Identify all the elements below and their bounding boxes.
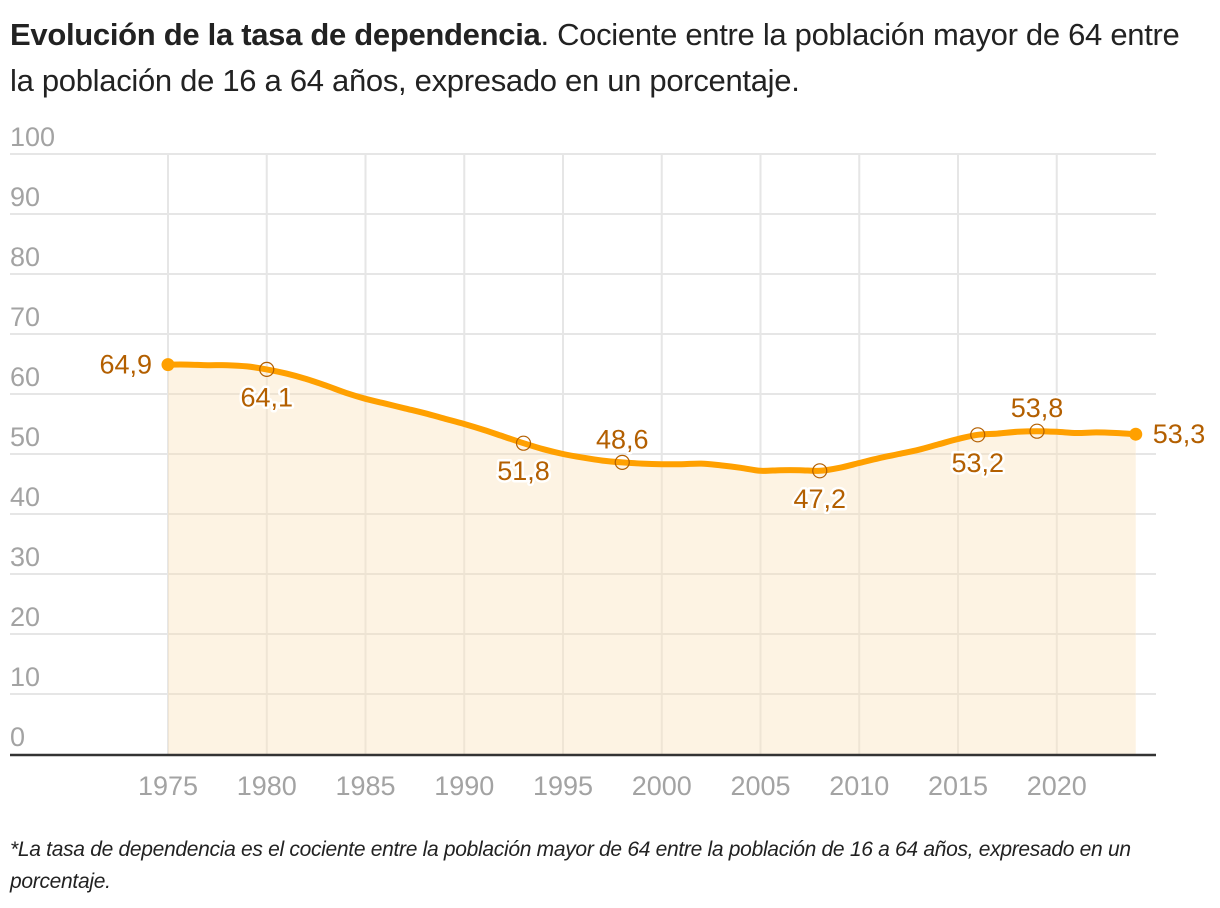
x-axis-ticks: 1975 1980 1985 1990 1995 2000 2005 2010 2015 2020 xyxy=(138,771,1087,801)
x-tick-label: 2010 xyxy=(829,771,889,801)
data-markers xyxy=(161,358,1143,479)
data-label: 53,2 xyxy=(951,448,1004,478)
y-tick-label: 100 xyxy=(10,122,55,152)
y-tick-label: 80 xyxy=(10,242,40,272)
y-tick-label: 90 xyxy=(10,182,40,212)
y-tick-label: 20 xyxy=(10,602,40,632)
x-tick-label: 2005 xyxy=(730,771,790,801)
y-tick-label: 0 xyxy=(10,722,25,752)
x-tick-label: 1980 xyxy=(237,771,297,801)
data-label: 53,8 xyxy=(1011,393,1064,423)
data-label: 51,8 xyxy=(497,456,550,486)
y-tick-label: 70 xyxy=(10,302,40,332)
y-axis-ticks: 0 10 20 30 40 50 60 70 80 90 100 xyxy=(10,122,55,752)
data-label: 47,2 xyxy=(793,484,846,514)
x-tick-label: 2015 xyxy=(928,771,988,801)
data-point-marker xyxy=(515,435,532,451)
data-label: 48,6 xyxy=(596,424,649,454)
data-point-marker xyxy=(614,454,630,470)
endpoint-marker xyxy=(1129,427,1143,441)
x-tick-label: 2000 xyxy=(632,771,692,801)
x-tick-label: 1985 xyxy=(335,771,395,801)
y-tick-label: 50 xyxy=(10,422,40,452)
x-tick-label: 2020 xyxy=(1027,771,1087,801)
y-tick-label: 10 xyxy=(10,662,40,692)
x-tick-label: 1995 xyxy=(533,771,593,801)
data-labels: 64,9 64,1 51,8 48,6 47,2 53,253,8 53,3 xyxy=(97,347,1208,516)
chart-subtitle: . Cociente entre la población mayor de 6… xyxy=(10,17,1180,98)
data-point-marker xyxy=(970,427,986,443)
y-tick-label: 40 xyxy=(10,482,40,512)
chart-title-bold: Evolución de la tasa de dependencia xyxy=(10,17,541,52)
footnote: *La tasa de dependencia es el cociente e… xyxy=(10,838,1131,893)
x-tick-label: 1990 xyxy=(434,771,494,801)
data-label: 64,9 xyxy=(99,350,152,380)
data-point-marker xyxy=(812,463,828,479)
series-line xyxy=(165,361,1139,474)
data-label: 64,1 xyxy=(240,382,293,412)
endpoint-marker xyxy=(161,358,175,372)
y-tick-label: 60 xyxy=(10,362,40,392)
data-label: 53,3 xyxy=(1153,419,1206,449)
x-tick-label: 1975 xyxy=(138,771,198,801)
y-tick-label: 30 xyxy=(10,542,40,572)
data-point-marker xyxy=(1029,423,1045,439)
data-point-marker xyxy=(259,361,275,377)
area-fill xyxy=(168,364,1136,754)
chart-title: Evolución de la tasa de dependencia. Coc… xyxy=(10,12,1210,104)
